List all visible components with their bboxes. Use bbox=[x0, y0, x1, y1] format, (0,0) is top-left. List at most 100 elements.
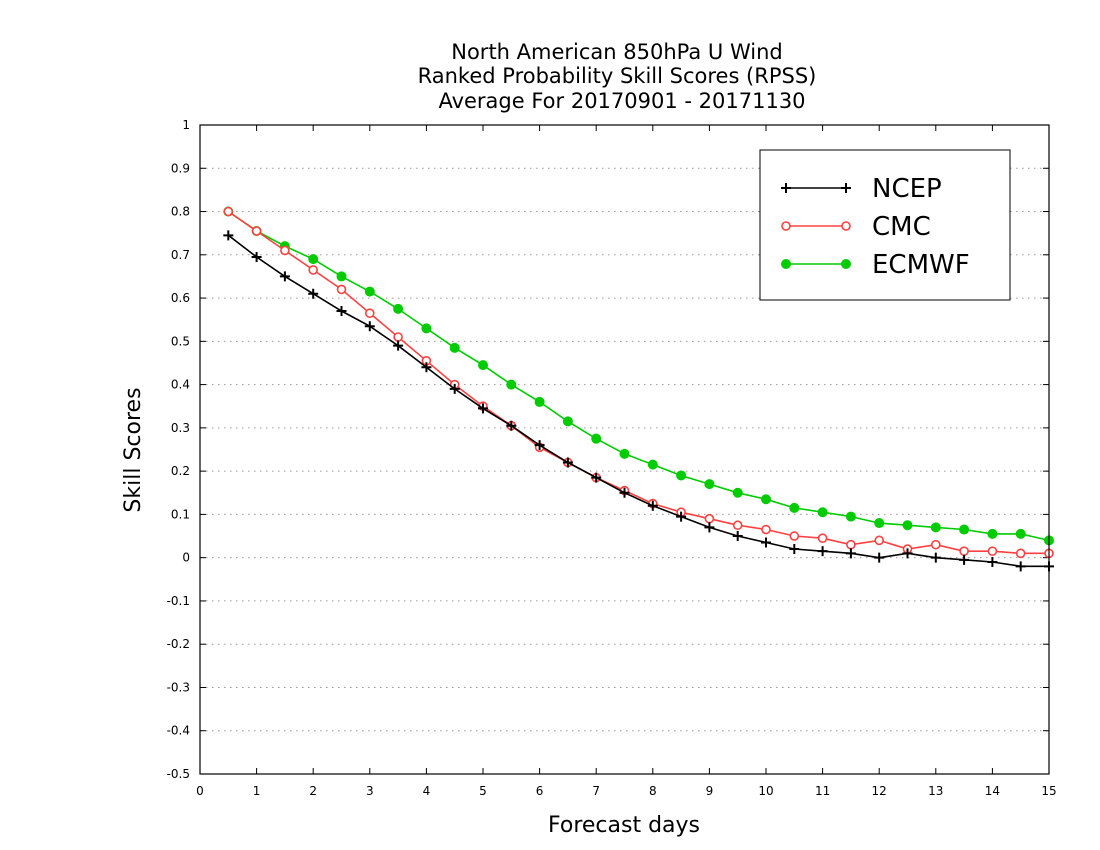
x-tick-label: 15 bbox=[1041, 784, 1056, 798]
data-point-ecmwf bbox=[874, 518, 885, 529]
y-tick-label: -0.4 bbox=[167, 724, 190, 738]
data-point-ncep bbox=[817, 546, 828, 557]
data-point-ncep bbox=[393, 340, 404, 351]
x-tick-label: 14 bbox=[985, 784, 1000, 798]
x-tick-label: 8 bbox=[649, 784, 657, 798]
data-point-ecmwf bbox=[619, 448, 630, 459]
y-tick-label: 0.8 bbox=[171, 205, 190, 219]
x-tick-label: 0 bbox=[196, 784, 204, 798]
data-point-cmc bbox=[364, 308, 375, 319]
data-point-ecmwf bbox=[959, 524, 970, 535]
data-point-ecmwf bbox=[393, 303, 404, 314]
y-tick-label: 0.1 bbox=[171, 507, 190, 521]
data-point-ncep bbox=[902, 548, 913, 559]
y-tick-label: -0.3 bbox=[167, 680, 190, 694]
data-point-ncep bbox=[704, 522, 715, 533]
data-point-cmc bbox=[223, 206, 234, 217]
legend-box bbox=[759, 149, 1011, 301]
x-tick-label: 12 bbox=[872, 784, 887, 798]
y-tick-label: -0.5 bbox=[167, 767, 190, 781]
data-point-ecmwf bbox=[987, 528, 998, 539]
data-point-ncep bbox=[336, 306, 347, 317]
data-point-ncep bbox=[308, 288, 319, 299]
data-point-cmc bbox=[336, 284, 347, 295]
series-ncep bbox=[223, 230, 1054, 572]
legend-marker-ecmwf bbox=[841, 259, 851, 269]
data-point-ecmwf bbox=[562, 416, 573, 427]
legend-item-ncep: NCEP bbox=[781, 174, 942, 204]
data-point-ecmwf bbox=[647, 459, 658, 470]
data-point-cmc bbox=[930, 539, 941, 550]
legend-label-ncep: NCEP bbox=[872, 174, 942, 204]
data-point-ncep bbox=[845, 548, 856, 559]
data-point-ecmwf bbox=[789, 502, 800, 513]
y-tick-label: 0.3 bbox=[171, 421, 190, 435]
data-point-ncep bbox=[789, 544, 800, 555]
data-point-cmc bbox=[308, 265, 319, 275]
y-tick-label: 0.4 bbox=[171, 378, 190, 392]
data-point-ncep bbox=[478, 403, 488, 414]
data-point-cmc bbox=[789, 531, 800, 541]
data-point-cmc bbox=[393, 332, 403, 342]
plot-frame bbox=[199, 124, 1050, 775]
data-point-ecmwf bbox=[1015, 528, 1026, 539]
x-tick-label: 4 bbox=[423, 784, 431, 798]
legend-label-ecmwf: ECMWF bbox=[872, 250, 970, 280]
legend-item-ecmwf: ECMWF bbox=[781, 250, 970, 280]
data-point-ecmwf bbox=[704, 479, 715, 490]
legend-marker-ncep bbox=[781, 183, 791, 193]
data-point-ncep bbox=[223, 230, 234, 241]
x-tick-label: 1 bbox=[253, 784, 261, 798]
x-tick-label: 11 bbox=[815, 784, 830, 798]
y-tick-label: 0.6 bbox=[171, 291, 190, 305]
data-point-ncep bbox=[534, 440, 545, 451]
chart-title-line-3: Average For 20170901 - 20171130 bbox=[438, 89, 805, 113]
data-point-ncep bbox=[251, 251, 262, 262]
data-point-ecmwf bbox=[761, 494, 771, 505]
data-point-cmc bbox=[846, 539, 856, 550]
y-tick-label: 1 bbox=[182, 118, 190, 132]
data-point-ecmwf bbox=[591, 433, 602, 444]
data-point-ncep bbox=[732, 531, 743, 542]
data-point-ncep bbox=[506, 420, 517, 431]
y-tick-label: 0.7 bbox=[171, 248, 190, 262]
series-layer bbox=[223, 206, 1054, 572]
y-tick-label: 0.2 bbox=[171, 464, 190, 478]
chart-title: North American 850hPa U Wind Ranked Prob… bbox=[418, 40, 817, 113]
y-tick-label: -0.2 bbox=[167, 637, 190, 651]
data-point-ncep bbox=[364, 321, 375, 332]
y-tick-label: 0.9 bbox=[171, 161, 190, 175]
data-point-ecmwf bbox=[817, 507, 828, 518]
data-point-ecmwf bbox=[676, 470, 687, 481]
data-point-ncep bbox=[591, 472, 602, 483]
data-point-ncep bbox=[930, 552, 941, 563]
data-point-ncep bbox=[449, 383, 460, 394]
data-point-ncep bbox=[647, 500, 658, 511]
chart-title-line-1: North American 850hPa U Wind bbox=[451, 40, 783, 64]
y-axis-label: Skill Scores bbox=[121, 387, 146, 512]
data-point-ecmwf bbox=[902, 520, 913, 531]
data-point-ncep bbox=[421, 362, 432, 373]
x-tick-label: 3 bbox=[366, 784, 374, 798]
data-point-ncep bbox=[761, 537, 771, 548]
data-point-ecmwf bbox=[732, 487, 743, 498]
legend-item-cmc: CMC bbox=[781, 212, 931, 242]
data-point-ecmwf bbox=[506, 379, 517, 390]
y-tick-label: 0 bbox=[182, 551, 190, 565]
data-point-ecmwf bbox=[336, 271, 347, 282]
legend-label-cmc: CMC bbox=[872, 212, 931, 242]
data-point-ecmwf bbox=[449, 342, 460, 353]
data-point-cmc bbox=[732, 520, 743, 531]
y-axis-ticks: -0.5 -0.4 -0.3 -0.2 -0.1 0 0.1 0.2 0.3 0.4 0.5 0.6 0… bbox=[167, 118, 1049, 781]
data-point-ncep bbox=[874, 552, 885, 563]
x-axis-ticks: 0 1 2 3 4 5 6 7 8 9 10 11 12 13 14 15 bbox=[196, 125, 1057, 798]
data-point-ncep bbox=[562, 457, 573, 468]
data-point-cmc bbox=[704, 513, 715, 524]
x-axis-label: Forecast days bbox=[548, 813, 700, 838]
chart-title-line-2: Ranked Probability Skill Scores (RPSS) bbox=[418, 64, 817, 88]
legend-marker-ecmwf bbox=[781, 259, 791, 269]
data-point-ecmwf bbox=[364, 286, 375, 297]
legend-marker-cmc bbox=[781, 221, 791, 231]
data-point-ecmwf bbox=[478, 360, 488, 371]
